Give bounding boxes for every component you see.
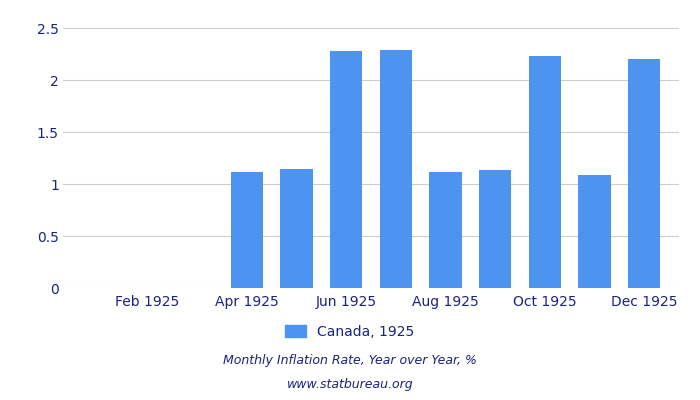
- Bar: [578, 175, 610, 288]
- Legend: Canada, 1925: Canada, 1925: [280, 319, 420, 344]
- Text: Monthly Inflation Rate, Year over Year, %: Monthly Inflation Rate, Year over Year, …: [223, 354, 477, 367]
- Bar: [379, 50, 412, 288]
- Bar: [528, 56, 561, 288]
- Bar: [330, 51, 363, 288]
- Bar: [479, 170, 511, 288]
- Bar: [628, 59, 660, 288]
- Bar: [280, 170, 313, 288]
- Bar: [429, 172, 462, 288]
- Bar: [231, 172, 263, 288]
- Text: www.statbureau.org: www.statbureau.org: [287, 378, 413, 391]
